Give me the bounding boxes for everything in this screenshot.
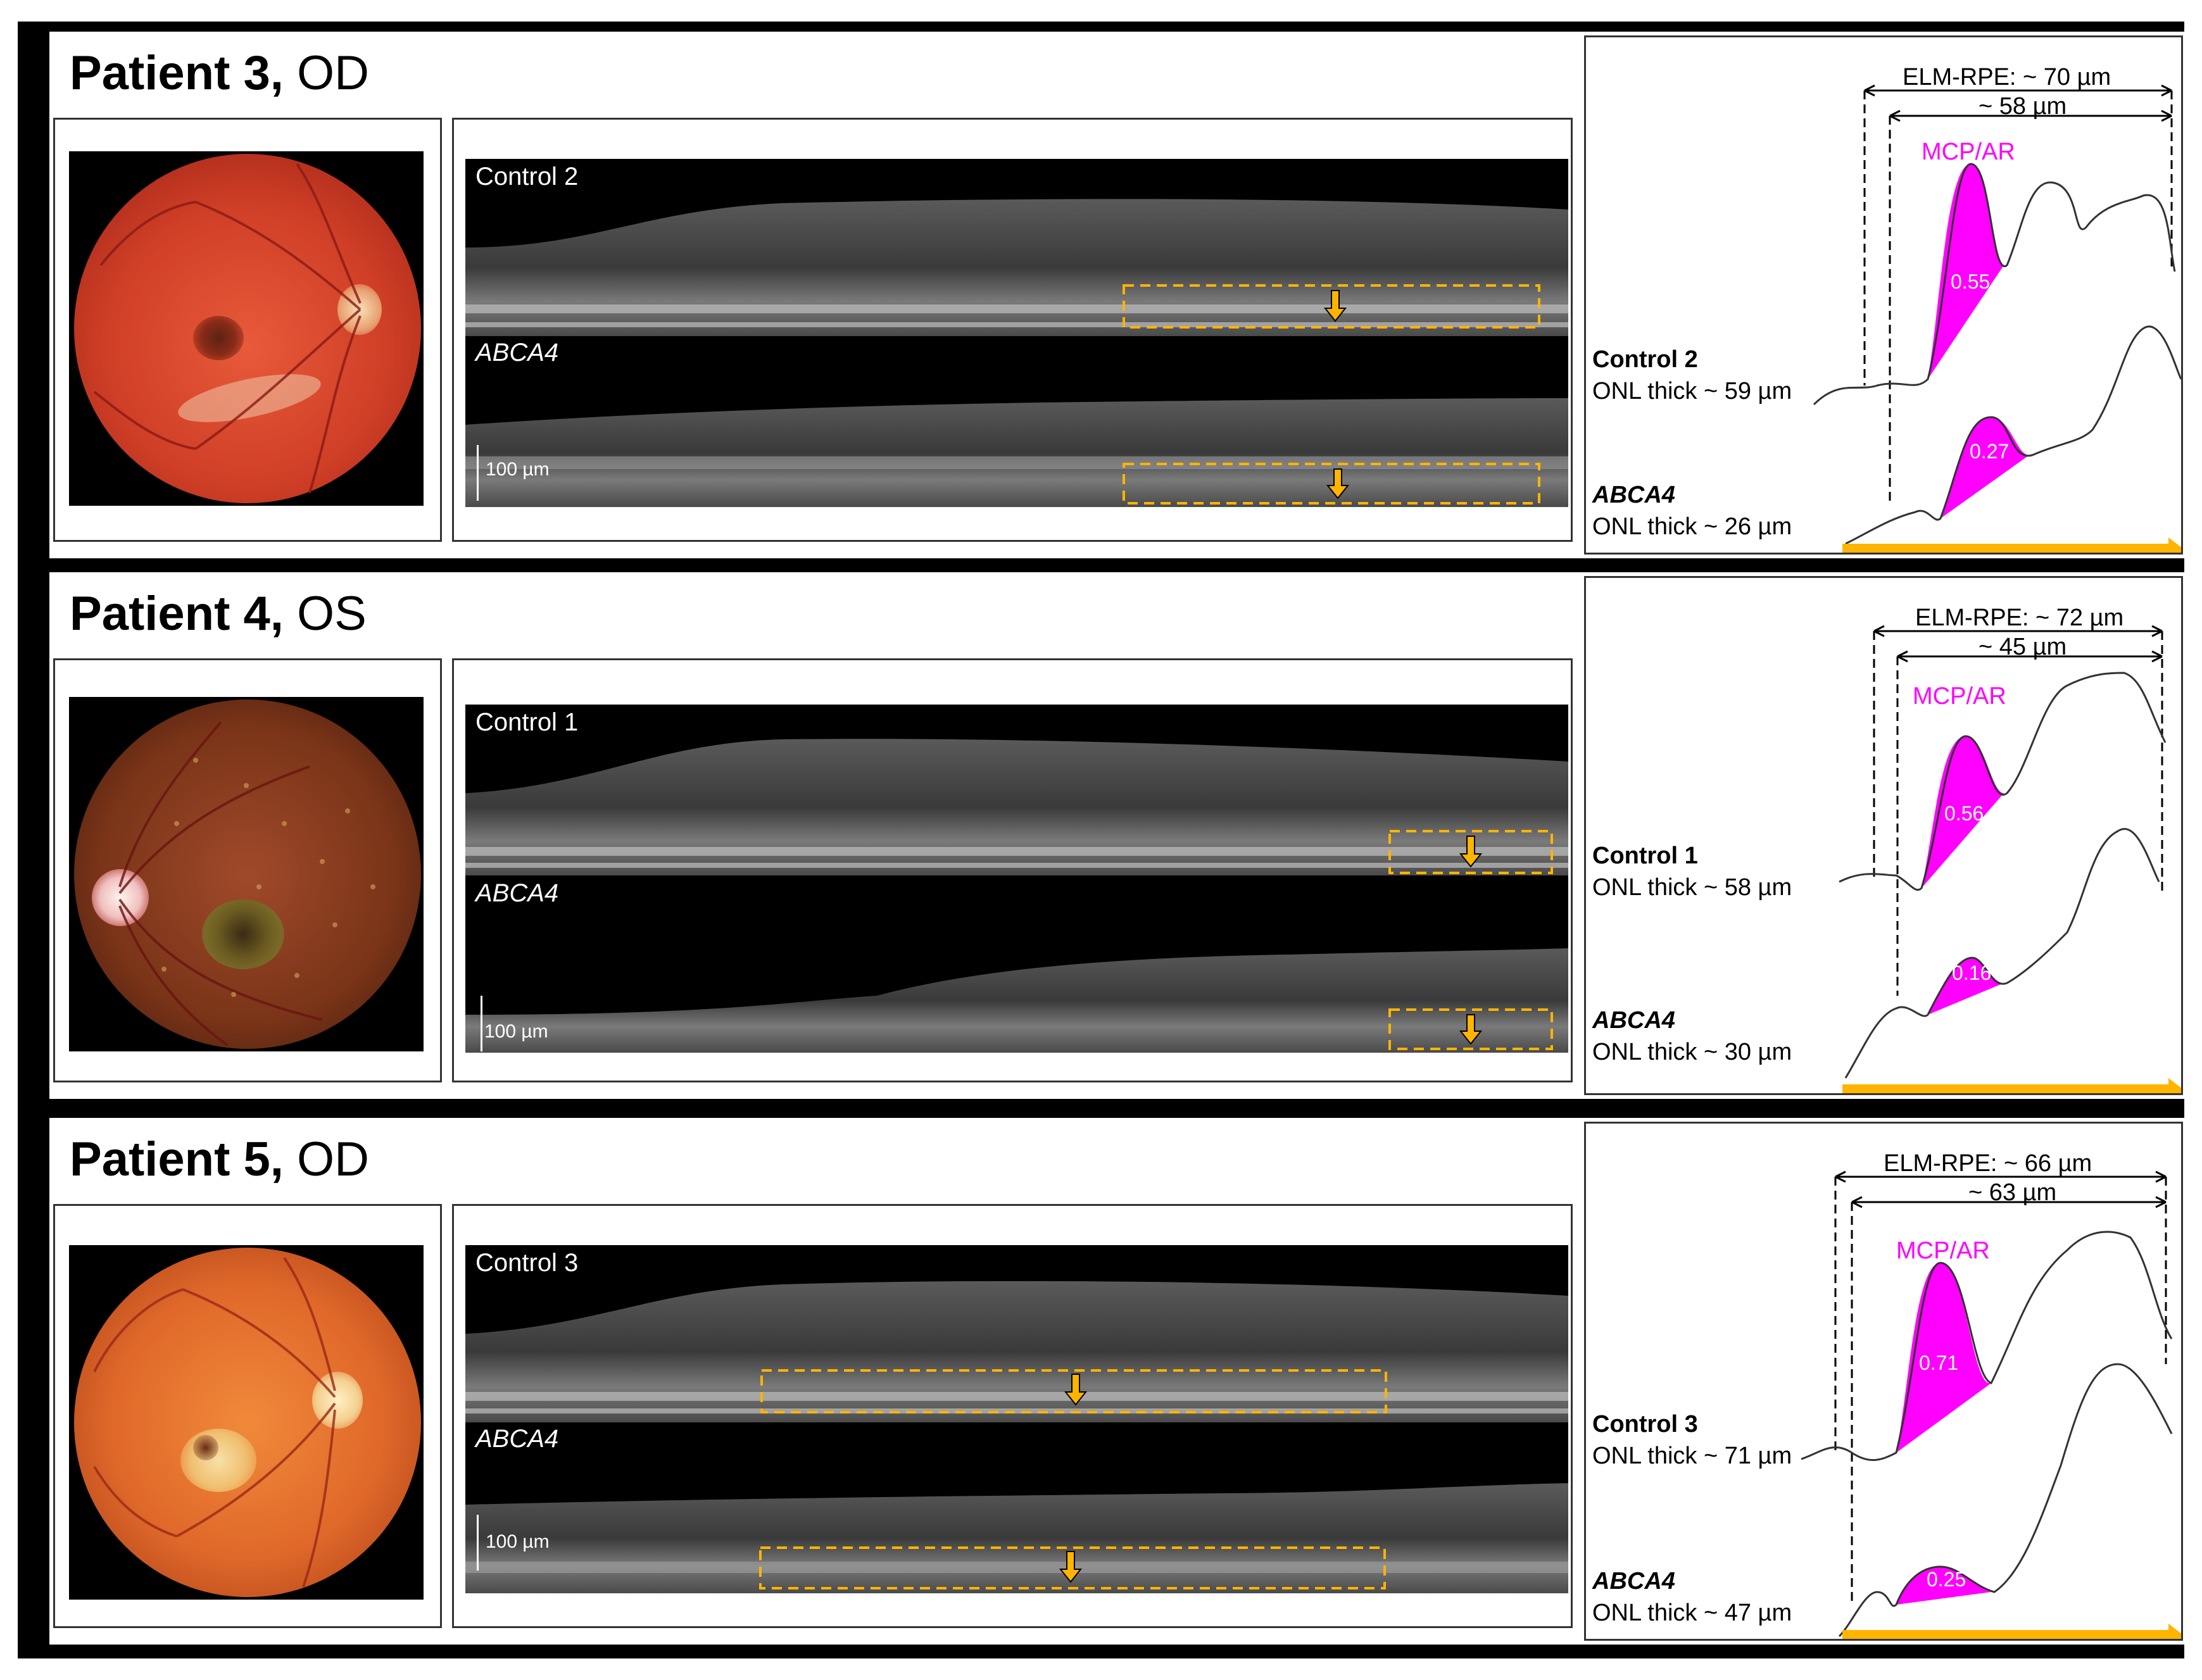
fundus-box <box>53 1204 442 1628</box>
mcp-ar-label: MCP/AR <box>1896 1238 1990 1264</box>
patient-3-panel: Patient 3, OD <box>49 32 2187 558</box>
abca4-onl: ONL thick ~ 30 µm <box>1592 1039 1792 1065</box>
patient-title: Patient 5, OD <box>70 1132 370 1186</box>
mcp-ar-label: MCP/AR <box>1922 139 2015 165</box>
scale-bar <box>481 996 482 1051</box>
oct-control-label: Control 2 <box>475 163 579 191</box>
inner-measure: ~ 63 µm <box>1968 1179 2057 1206</box>
patient-title: Patient 4, OS <box>70 587 367 641</box>
oct-abca4-label: ABCA4 <box>475 879 559 907</box>
abca4-name: ABCA4 <box>1592 1007 1675 1034</box>
control-name: Control 3 <box>1592 1411 1698 1438</box>
figure-frame: Patient 3, OD <box>18 22 2187 1658</box>
control-ratio: 0.56 <box>1944 802 1984 825</box>
oct-scan: Control 2 ABCA4 100 µm <box>465 159 1568 507</box>
elm-rpe-measure: ELM-RPE: ~ 66 µm <box>1884 1150 2092 1177</box>
macula <box>180 1429 256 1492</box>
scale-label: 100 µm <box>484 1021 548 1042</box>
scale-label: 100 µm <box>486 459 550 480</box>
control-name: Control 1 <box>1592 843 1698 869</box>
control-onl: ONL thick ~ 58 µm <box>1592 874 1792 901</box>
patient-4-panel: Patient 4, OS <box>49 572 2187 1099</box>
oct-control-label: Control 3 <box>475 1249 579 1277</box>
macula <box>193 316 244 360</box>
control-onl: ONL thick ~ 71 µm <box>1592 1443 1792 1469</box>
control-ratio: 0.55 <box>1951 270 1991 293</box>
control-name: Control 2 <box>1592 346 1698 373</box>
oct-abca4-label: ABCA4 <box>475 339 559 367</box>
profile-graph <box>1801 1170 2181 1639</box>
scale-label: 100 µm <box>486 1531 550 1552</box>
profile-graph-box: ELM-RPE: ~ 66 µm ~ 63 µm MCP/AR 0.71 0.2… <box>1584 1122 2183 1641</box>
oct-box: Control 2 ABCA4 100 µm <box>452 118 1573 542</box>
control-ratio: 0.71 <box>1919 1351 1959 1374</box>
abca4-name: ABCA4 <box>1592 1568 1675 1595</box>
scale-bar <box>477 445 479 501</box>
oct-control-label: Control 1 <box>475 708 579 736</box>
oct-box: Control 3 ABCA4 100 µm <box>452 1204 1573 1628</box>
oct-abca4-label: ABCA4 <box>475 1425 559 1453</box>
mcp-ar-label: MCP/AR <box>1913 683 2006 710</box>
inner-measure: ~ 45 µm <box>1979 634 2067 660</box>
oct-box: Control 1 ABCA4 100 µm <box>452 658 1573 1082</box>
fundus-photo <box>69 697 424 1051</box>
elm-rpe-measure: ELM-RPE: ~ 72 µm <box>1915 605 2124 631</box>
abca4-ratio: 0.27 <box>1970 440 2010 463</box>
elm-rpe-measure: ELM-RPE: ~ 70 µm <box>1903 64 2111 91</box>
abca4-ratio: 0.25 <box>1927 1568 1966 1591</box>
abca4-onl: ONL thick ~ 26 µm <box>1592 513 1792 540</box>
fundus-box <box>53 658 442 1082</box>
scale-bar <box>477 1515 479 1570</box>
profile-graph-box: ELM-RPE: ~ 70 µm ~ 58 µm MCP/AR 0.55 0.2… <box>1584 35 2183 555</box>
patient-title: Patient 3, OD <box>70 46 370 100</box>
fundus-photo <box>69 1245 424 1600</box>
profile-graph-box: ELM-RPE: ~ 72 µm ~ 45 µm MCP/AR 0.56 0.1… <box>1584 576 2183 1095</box>
fundus-box <box>53 118 442 542</box>
oct-scan: Control 1 ABCA4 100 µm <box>465 705 1568 1053</box>
abca4-ratio: 0.16 <box>1952 962 1992 984</box>
optic-disc <box>92 869 149 926</box>
macula <box>202 900 284 969</box>
abca4-name: ABCA4 <box>1592 482 1675 508</box>
oct-scan: Control 3 ABCA4 100 µm <box>465 1245 1568 1593</box>
profile-graph <box>1813 84 2181 553</box>
patient-5-panel: Patient 5, OD <box>49 1118 2187 1645</box>
abca4-onl: ONL thick ~ 47 µm <box>1592 1600 1792 1626</box>
profile-graph <box>1839 625 2181 1093</box>
control-onl: ONL thick ~ 59 µm <box>1592 378 1792 404</box>
inner-measure: ~ 58 µm <box>1979 93 2067 120</box>
fundus-photo <box>69 151 424 506</box>
